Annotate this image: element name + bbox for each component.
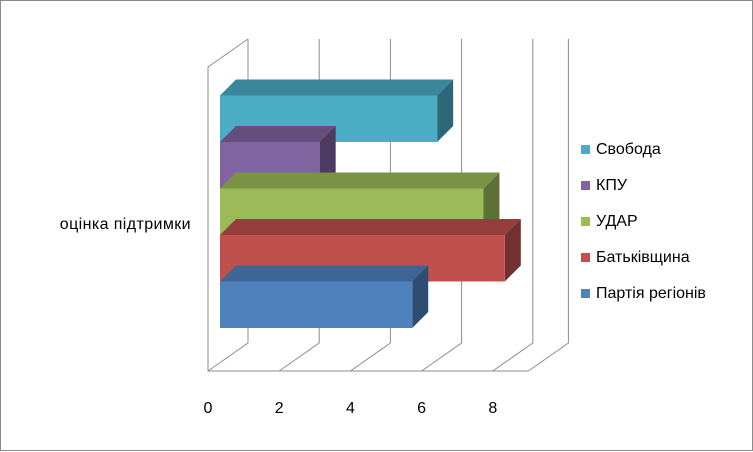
legend-item: УДАР [581, 213, 638, 230]
legend-item: Партія регіонів [581, 285, 706, 302]
legend-swatch [581, 217, 590, 226]
bar-side-face [437, 79, 454, 142]
x-tick-label: 2 [275, 400, 284, 417]
gridline [492, 39, 534, 372]
bars [220, 79, 521, 328]
bar-top-face [220, 126, 336, 142]
legend-item: КПУ [581, 177, 628, 194]
x-tick-label: 8 [488, 400, 497, 417]
legend-swatch [581, 145, 590, 154]
x-tick-label: 6 [417, 400, 426, 417]
category-label: оцінка підтримки [60, 216, 191, 233]
x-tick-label: 4 [346, 400, 355, 417]
legend-swatch [581, 181, 590, 190]
x-tick-label: 0 [204, 400, 213, 417]
legend-swatch [581, 253, 590, 262]
legend-label: КПУ [596, 177, 628, 194]
legend-label: Партія регіонів [596, 285, 706, 302]
legend-label: УДАР [596, 213, 638, 230]
legend: Свобода КПУ УДАР Батьківщина Партія регіонів [581, 141, 706, 302]
gridline [421, 39, 463, 372]
category-labels: оцінка підтримки [60, 216, 191, 233]
legend-label: Свобода [596, 141, 661, 158]
bar-front-face [220, 281, 413, 328]
gridline [528, 39, 569, 372]
bar-top-face [220, 219, 521, 235]
bar-top-face [220, 79, 454, 96]
x-axis-ticks: 0 2 4 6 8 [204, 400, 498, 417]
bar-top-face [220, 265, 429, 282]
legend-item: Свобода [581, 141, 661, 158]
legend-swatch [581, 289, 590, 298]
bar-side-face [412, 265, 429, 328]
legend-item: Батьківщина [581, 249, 690, 266]
bar-side-face [504, 219, 521, 282]
legend-label: Батьківщина [596, 249, 690, 266]
bar-top-face [220, 172, 500, 189]
gridlines [207, 39, 569, 372]
bar-0 [220, 265, 429, 328]
